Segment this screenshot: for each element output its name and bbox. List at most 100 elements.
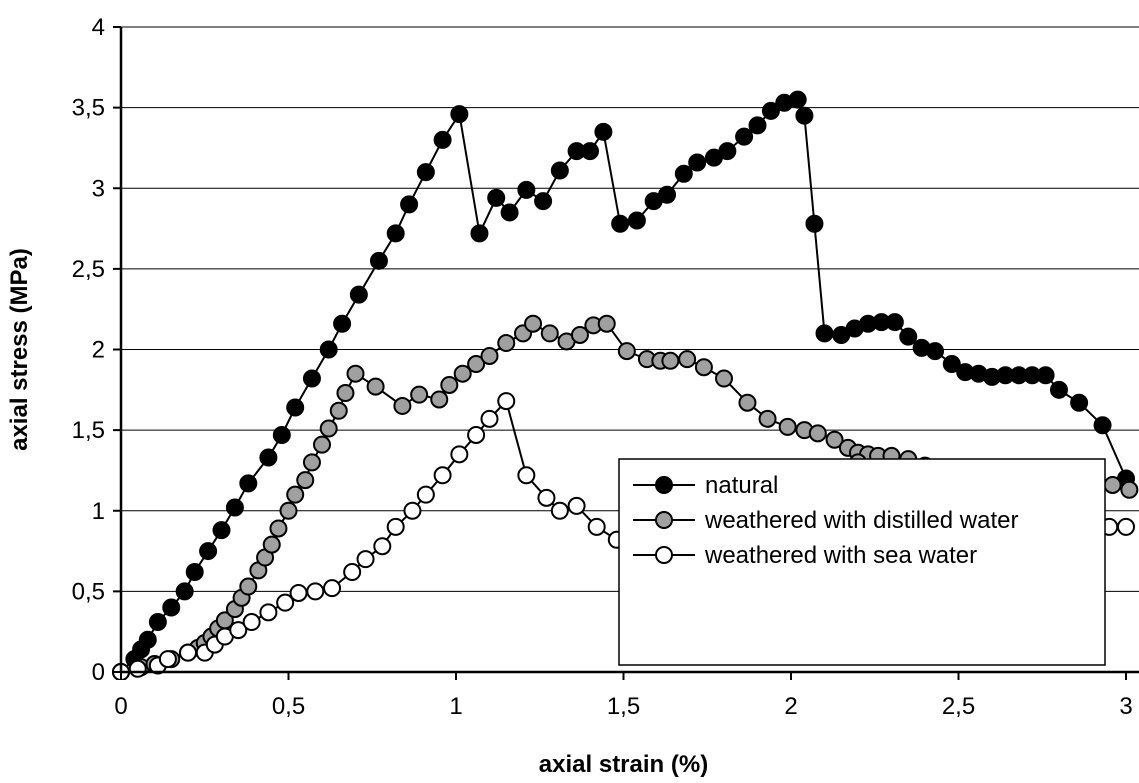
data-point	[259, 448, 278, 467]
data-point	[570, 325, 589, 344]
data-point	[319, 340, 338, 359]
legend-label: weathered with sea water	[704, 542, 977, 569]
data-point	[440, 375, 459, 394]
data-point	[128, 659, 147, 678]
data-point	[416, 163, 435, 182]
y-tick-label: 0,5	[72, 578, 105, 605]
y-tick-label: 4	[92, 14, 105, 41]
data-point	[276, 593, 295, 612]
data-point	[138, 630, 157, 649]
data-point	[1120, 480, 1139, 499]
data-point	[597, 314, 616, 333]
data-point	[788, 90, 807, 109]
data-point	[349, 285, 368, 304]
data-point	[581, 142, 599, 161]
y-tick-label: 2	[92, 337, 105, 364]
data-point	[333, 314, 352, 333]
x-tick-label: 2,5	[942, 693, 975, 720]
legend-box	[618, 458, 1106, 666]
data-point	[179, 643, 197, 662]
data-point	[199, 542, 218, 561]
x-tick-label: 0,5	[272, 693, 305, 720]
data-point	[286, 485, 305, 504]
data-point	[272, 425, 291, 444]
data-point	[302, 453, 321, 472]
x-axis-title: axial strain (%)	[539, 751, 708, 778]
legend-label: natural	[705, 472, 778, 499]
axes	[113, 26, 1139, 680]
data-point	[269, 519, 288, 538]
data-point	[550, 501, 569, 520]
data-point	[323, 579, 342, 598]
data-point	[627, 211, 646, 230]
data-point	[480, 346, 499, 365]
data-point	[540, 324, 559, 343]
data-point	[319, 419, 338, 438]
data-point	[748, 116, 767, 135]
data-point	[433, 466, 452, 485]
data-point	[162, 598, 181, 617]
data-point	[302, 369, 321, 388]
data-point	[369, 251, 388, 270]
data-point	[416, 485, 435, 504]
data-point	[611, 214, 630, 233]
data-point	[1070, 393, 1089, 412]
y-tick-label: 3	[92, 175, 105, 202]
data-point	[470, 224, 489, 243]
data-point	[1103, 475, 1122, 494]
data-point	[175, 582, 194, 601]
data-point	[185, 563, 204, 582]
data-point	[480, 409, 499, 428]
data-point	[239, 577, 258, 596]
data-point	[433, 130, 452, 149]
data-point	[225, 498, 244, 517]
data-point	[534, 192, 553, 211]
data-point	[487, 188, 506, 207]
data-point	[313, 435, 331, 454]
data-point	[815, 324, 834, 343]
data-point	[356, 550, 375, 569]
data-point	[926, 342, 945, 361]
data-point	[805, 214, 824, 233]
legend-marker	[655, 476, 673, 494]
data-point	[453, 364, 472, 383]
y-tick-label: 0	[92, 659, 105, 686]
data-point	[393, 396, 412, 415]
data-point	[306, 582, 325, 601]
x-tick-label: 1	[449, 693, 462, 720]
data-point	[661, 351, 680, 370]
data-point	[296, 471, 315, 490]
data-point	[808, 424, 827, 443]
data-point	[400, 195, 419, 214]
data-point	[386, 517, 405, 536]
data-point	[450, 445, 469, 464]
data-point	[158, 650, 177, 669]
data-point	[1036, 366, 1055, 385]
data-point	[517, 180, 536, 199]
data-point	[715, 369, 733, 388]
data-point	[289, 583, 308, 602]
data-point	[674, 164, 693, 183]
data-point	[1050, 380, 1068, 399]
data-point	[259, 603, 278, 622]
data-point	[738, 393, 757, 412]
data-point	[262, 535, 281, 554]
data-point	[517, 466, 536, 485]
legend-marker	[655, 546, 673, 564]
y-tick-label: 1,5	[72, 417, 105, 444]
data-point	[242, 613, 261, 632]
data-point	[373, 537, 392, 556]
data-point	[885, 313, 904, 332]
data-point	[795, 106, 814, 125]
data-point	[329, 401, 348, 420]
data-point	[497, 334, 516, 353]
data-point	[467, 425, 486, 444]
data-point	[825, 430, 844, 449]
y-tick-label: 1	[92, 498, 105, 525]
y-tick-label: 2,5	[72, 256, 105, 283]
data-point	[239, 474, 258, 493]
data-point	[343, 563, 362, 582]
data-point	[450, 105, 469, 124]
data-point	[718, 142, 737, 161]
